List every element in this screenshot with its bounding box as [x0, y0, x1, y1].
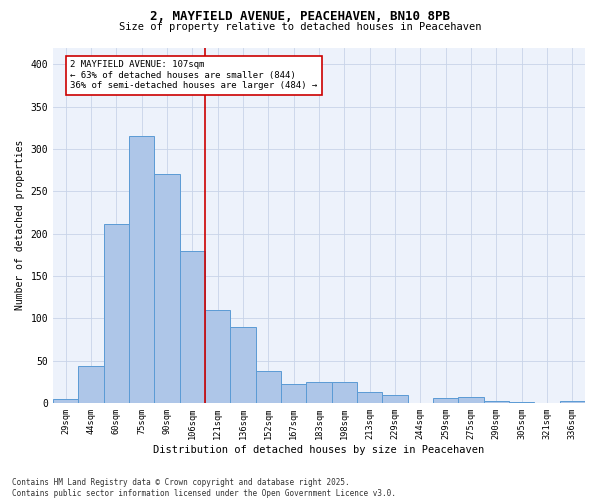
Bar [104, 224, 129, 403]
Bar [281, 384, 307, 403]
Bar [433, 398, 458, 403]
Bar [332, 382, 357, 403]
Bar [129, 136, 154, 403]
Bar [458, 397, 484, 403]
Text: 2, MAYFIELD AVENUE, PEACEHAVEN, BN10 8PB: 2, MAYFIELD AVENUE, PEACEHAVEN, BN10 8PB [150, 10, 450, 23]
Bar [484, 402, 509, 403]
Bar [230, 327, 256, 403]
Bar [560, 400, 585, 403]
Text: Contains HM Land Registry data © Crown copyright and database right 2025.
Contai: Contains HM Land Registry data © Crown c… [12, 478, 396, 498]
Bar [154, 174, 179, 403]
Bar [307, 382, 332, 403]
Bar [382, 394, 407, 403]
Bar [205, 310, 230, 403]
Text: Size of property relative to detached houses in Peacehaven: Size of property relative to detached ho… [119, 22, 481, 32]
X-axis label: Distribution of detached houses by size in Peacehaven: Distribution of detached houses by size … [154, 445, 485, 455]
Bar [79, 366, 104, 403]
Y-axis label: Number of detached properties: Number of detached properties [15, 140, 25, 310]
Bar [53, 399, 79, 403]
Text: 2 MAYFIELD AVENUE: 107sqm
← 63% of detached houses are smaller (844)
36% of semi: 2 MAYFIELD AVENUE: 107sqm ← 63% of detac… [70, 60, 317, 90]
Bar [509, 402, 535, 403]
Bar [256, 371, 281, 403]
Bar [357, 392, 382, 403]
Bar [179, 250, 205, 403]
